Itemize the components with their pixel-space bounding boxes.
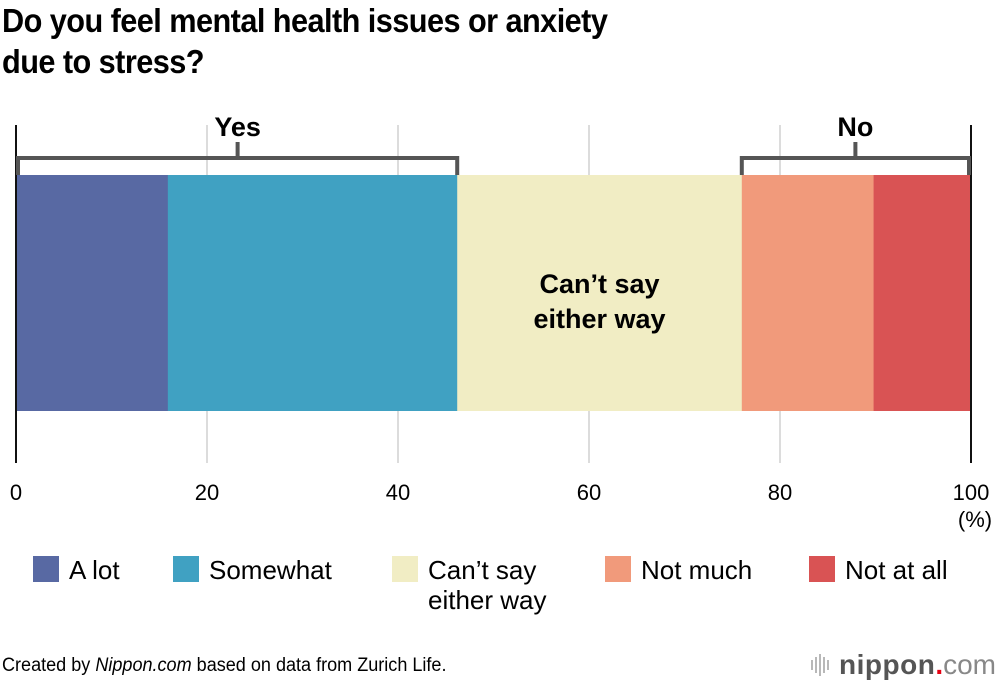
bracket-no-label: No xyxy=(837,112,873,142)
bracket-no-line xyxy=(739,156,971,175)
bracket-yes-label: Yes xyxy=(214,112,261,142)
unit-label: (%) xyxy=(958,507,992,532)
legend-swatch-icon xyxy=(173,556,199,582)
bar-segment-not-at-all xyxy=(873,175,972,411)
chart-title: Do you feel mental health issues or anxi… xyxy=(2,0,839,82)
tick-label-40: 40 xyxy=(386,480,410,505)
tick-label-0: 0 xyxy=(10,480,22,505)
segment-label-line-2: either way xyxy=(533,304,665,334)
sound-bars-icon xyxy=(811,654,831,676)
bar-segment-can-t-say-either-way xyxy=(457,175,743,411)
legend-label: Can’t say either way xyxy=(428,555,547,615)
legend-swatch-icon xyxy=(392,556,418,582)
legend: A lot Somewhat Can’t say either way Not muc… xyxy=(0,555,1000,625)
legend-label: Not much xyxy=(641,555,753,585)
labels: Can’t say either way xyxy=(533,269,665,334)
credit-suffix: based on data from Zurich Life. xyxy=(191,655,447,676)
legend-item-not-much: Not much xyxy=(605,555,752,585)
chart-title-line-2: due to stress? xyxy=(2,43,205,80)
legend-swatch-icon xyxy=(605,556,631,582)
legend-label: Somewhat xyxy=(209,555,332,585)
legend-item-somewhat: Somewhat xyxy=(173,555,332,585)
bracket-yes: Yes xyxy=(16,112,460,175)
legend-swatch-icon xyxy=(809,556,835,582)
bar-segment-not-much xyxy=(741,175,875,411)
bracket-yes-line xyxy=(16,156,460,175)
credit-prefix: Created by xyxy=(2,655,96,676)
tick-label-20: 20 xyxy=(195,480,219,505)
tick-label-60: 60 xyxy=(577,480,601,505)
bracket-no: No xyxy=(739,112,971,175)
legend-item-a-lot: A lot xyxy=(33,555,120,585)
logo-word: nippon xyxy=(839,649,936,680)
source-credit: Created by Nippon.com based on data from… xyxy=(2,655,446,677)
segment-label-line-1: Can’t say xyxy=(539,269,659,299)
bar-segments xyxy=(16,175,972,411)
legend-label: Not at all xyxy=(845,555,948,585)
nippon-logo: nippon. com xyxy=(811,648,996,682)
stacked-bar-chart: 0 20 40 60 80 100(%) Yes No Can’t say either wa… xyxy=(10,112,992,532)
legend-item-not-at-all: Not at all xyxy=(809,555,948,585)
tick-label-100: 100 xyxy=(953,480,990,505)
legend-label: A lot xyxy=(69,555,120,585)
bar-segment-somewhat xyxy=(167,175,458,411)
legend-item-can-t-say-either-way: Can’t say either way xyxy=(392,555,547,615)
logo-tld: com xyxy=(943,649,996,680)
chart-title-line-1: Do you feel mental health issues or anxi… xyxy=(2,2,608,39)
brackets: Yes No xyxy=(16,112,971,175)
tick-label-80: 80 xyxy=(768,480,792,505)
legend-swatch-icon xyxy=(33,556,59,582)
credit-site: Nippon.com xyxy=(95,655,192,676)
bar-segment-a-lot xyxy=(16,175,169,411)
logo-dot: . xyxy=(935,649,944,680)
axis: 0 20 40 60 80 100(%) xyxy=(10,125,992,532)
